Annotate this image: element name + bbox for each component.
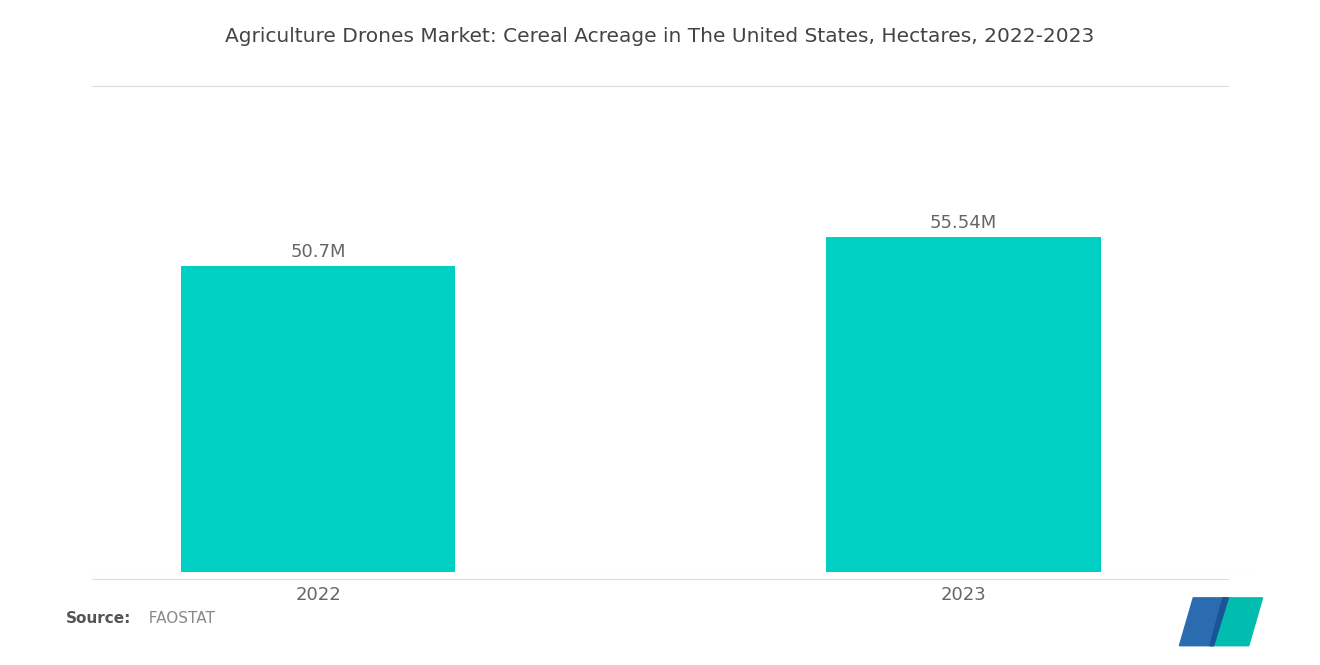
- Bar: [826, 237, 1101, 572]
- Text: 50.7M: 50.7M: [290, 243, 346, 261]
- Text: 55.54M: 55.54M: [931, 214, 997, 232]
- Polygon shape: [1212, 598, 1262, 646]
- Bar: [181, 266, 455, 572]
- Text: Agriculture Drones Market: Cereal Acreage in The United States, Hectares, 2022-2: Agriculture Drones Market: Cereal Acreag…: [226, 27, 1094, 46]
- Text: Source:: Source:: [66, 611, 132, 626]
- Polygon shape: [1180, 598, 1225, 646]
- Polygon shape: [1210, 598, 1229, 646]
- Text: FAOSTAT: FAOSTAT: [139, 611, 214, 626]
